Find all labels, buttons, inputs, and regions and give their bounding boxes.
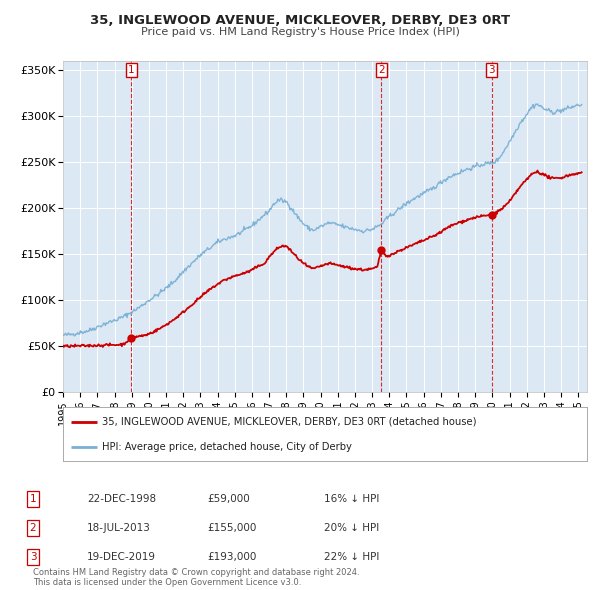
Text: Contains HM Land Registry data © Crown copyright and database right 2024.
This d: Contains HM Land Registry data © Crown c… (33, 568, 359, 587)
Text: 20% ↓ HPI: 20% ↓ HPI (324, 523, 379, 533)
Text: 1: 1 (128, 65, 134, 75)
Text: 22% ↓ HPI: 22% ↓ HPI (324, 552, 379, 562)
Text: 19-DEC-2019: 19-DEC-2019 (87, 552, 156, 562)
Text: 2: 2 (378, 65, 385, 75)
Text: Price paid vs. HM Land Registry's House Price Index (HPI): Price paid vs. HM Land Registry's House … (140, 27, 460, 37)
Text: 35, INGLEWOOD AVENUE, MICKLEOVER, DERBY, DE3 0RT: 35, INGLEWOOD AVENUE, MICKLEOVER, DERBY,… (90, 14, 510, 27)
Text: 18-JUL-2013: 18-JUL-2013 (87, 523, 151, 533)
Text: 3: 3 (29, 552, 37, 562)
Text: 35, INGLEWOOD AVENUE, MICKLEOVER, DERBY, DE3 0RT (detached house): 35, INGLEWOOD AVENUE, MICKLEOVER, DERBY,… (102, 417, 477, 427)
Text: £193,000: £193,000 (207, 552, 256, 562)
Text: 22-DEC-1998: 22-DEC-1998 (87, 494, 156, 504)
Text: 1: 1 (29, 494, 37, 504)
Text: HPI: Average price, detached house, City of Derby: HPI: Average price, detached house, City… (102, 442, 352, 452)
Text: £155,000: £155,000 (207, 523, 256, 533)
Text: 16% ↓ HPI: 16% ↓ HPI (324, 494, 379, 504)
Text: 3: 3 (488, 65, 495, 75)
Text: 2: 2 (29, 523, 37, 533)
Text: £59,000: £59,000 (207, 494, 250, 504)
